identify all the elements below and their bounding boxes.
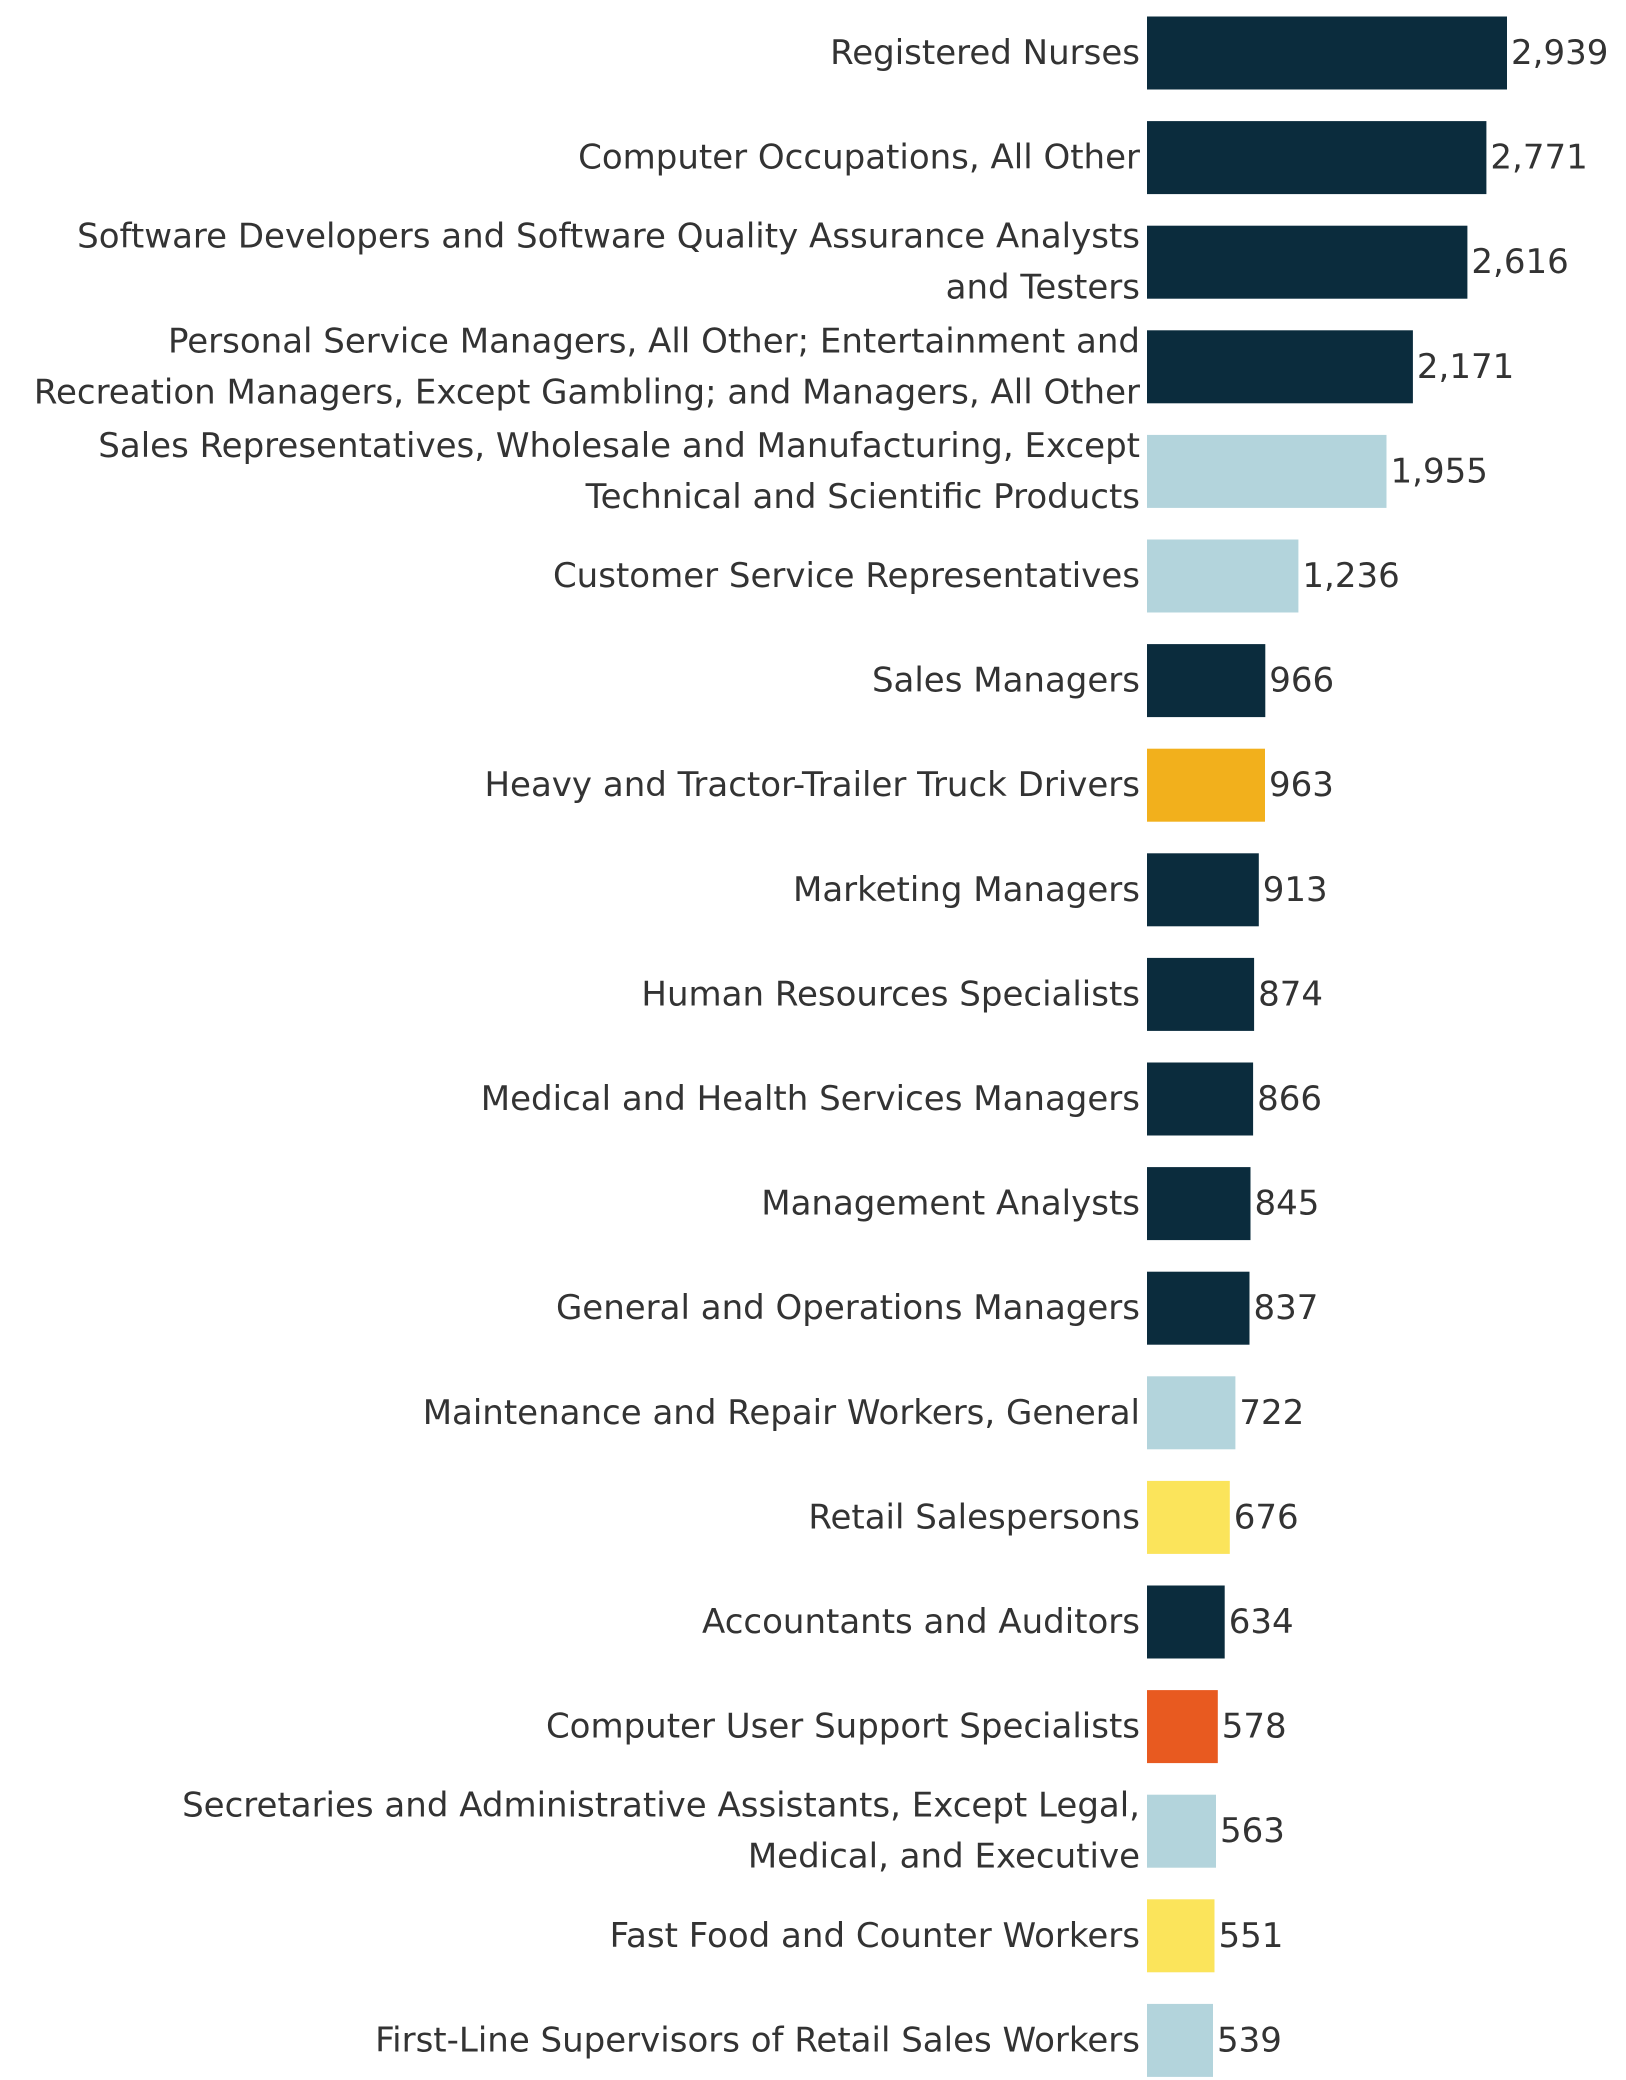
- bar-17: [1147, 1794, 1216, 1868]
- category-label-3-line-0: Personal Service Managers, All Other; En…: [168, 321, 1140, 361]
- bar-7: [1147, 748, 1265, 822]
- value-label-19: 539: [1217, 2020, 1282, 2060]
- bar-2: [1147, 225, 1468, 299]
- value-label-5: 1,236: [1302, 556, 1399, 596]
- category-label-13-line-0: Maintenance and Repair Workers, General: [423, 1393, 1140, 1433]
- category-label-14-line-0: Retail Salespersons: [808, 1497, 1140, 1537]
- bars: [1147, 16, 1507, 2077]
- bar-11: [1147, 1167, 1251, 1241]
- value-label-18: 551: [1219, 1916, 1284, 1956]
- bar-8: [1147, 853, 1259, 927]
- value-label-14: 676: [1234, 1497, 1299, 1537]
- bar-9: [1147, 957, 1255, 1031]
- category-label-7-line-0: Heavy and Tractor-Trailer Truck Drivers: [484, 765, 1140, 805]
- value-label-4: 1,955: [1391, 451, 1488, 491]
- value-label-16: 578: [1222, 1707, 1287, 1747]
- value-label-13: 722: [1239, 1393, 1304, 1433]
- bar-15: [1147, 1585, 1225, 1659]
- value-label-15: 634: [1229, 1602, 1294, 1642]
- category-label-0-line-0: Registered Nurses: [830, 33, 1140, 73]
- category-label-4-line-0: Sales Representatives, Wholesale and Man…: [98, 426, 1140, 466]
- bar-12: [1147, 1271, 1250, 1345]
- category-label-4-line-1: Technical and Scientific Products: [585, 477, 1140, 517]
- bar-10: [1147, 1062, 1254, 1136]
- bar-19: [1147, 2003, 1213, 2077]
- bar-3: [1147, 330, 1413, 404]
- category-label-3-line-1: Recreation Managers, Except Gambling; an…: [34, 372, 1140, 412]
- category-label-10-line-0: Medical and Health Services Managers: [481, 1079, 1140, 1119]
- value-label-9: 874: [1258, 974, 1323, 1014]
- category-label-2-line-0: Software Developers and Software Quality…: [77, 217, 1140, 257]
- bar-13: [1147, 1376, 1236, 1450]
- category-labels: Registered Nurses Computer Occupations, A…: [34, 33, 1140, 2060]
- value-label-6: 966: [1269, 661, 1334, 701]
- category-label-6-line-0: Sales Managers: [872, 661, 1140, 701]
- bar-18: [1147, 1899, 1215, 1973]
- bar-16: [1147, 1690, 1218, 1764]
- bar-5: [1147, 539, 1299, 613]
- value-label-3: 2,171: [1417, 347, 1514, 387]
- category-label-2-line-1: and Testers: [946, 268, 1140, 308]
- value-label-7: 963: [1269, 765, 1334, 805]
- value-label-8: 913: [1263, 870, 1328, 910]
- category-label-17-line-0: Secretaries and Administrative Assistant…: [182, 1786, 1140, 1826]
- value-label-11: 845: [1255, 1184, 1320, 1224]
- value-label-0: 2,939: [1511, 33, 1608, 73]
- category-label-17-line-1: Medical, and Executive: [748, 1837, 1140, 1877]
- bar-4: [1147, 434, 1387, 508]
- category-label-18-line-0: Fast Food and Counter Workers: [610, 1916, 1140, 1956]
- category-label-15-line-0: Accountants and Auditors: [702, 1602, 1140, 1642]
- value-label-1: 2,771: [1490, 138, 1587, 178]
- bar-6: [1147, 644, 1266, 718]
- bar-1: [1147, 121, 1487, 195]
- category-label-8-line-0: Marketing Managers: [793, 870, 1140, 910]
- category-label-1-line-0: Computer Occupations, All Other: [578, 138, 1140, 178]
- category-label-12-line-0: General and Operations Managers: [556, 1288, 1140, 1328]
- category-label-11-line-0: Management Analysts: [761, 1184, 1140, 1224]
- bar-0: [1147, 16, 1507, 90]
- value-label-12: 837: [1254, 1288, 1319, 1328]
- value-label-17: 563: [1220, 1811, 1285, 1851]
- value-label-2: 2,616: [1471, 242, 1568, 282]
- category-label-19-line-0: First-Line Supervisors of Retail Sales W…: [375, 2020, 1140, 2060]
- value-label-10: 866: [1257, 1079, 1322, 1119]
- category-label-9-line-0: Human Resources Specialists: [641, 974, 1140, 1014]
- category-label-5-line-0: Customer Service Representatives: [553, 556, 1140, 596]
- category-label-16-line-0: Computer User Support Specialists: [546, 1707, 1140, 1747]
- bar-14: [1147, 1480, 1230, 1554]
- value-labels: 2,939 2,771 2,616 2,171 1,955 1,236 966 963 913 8…: [1217, 33, 1608, 2060]
